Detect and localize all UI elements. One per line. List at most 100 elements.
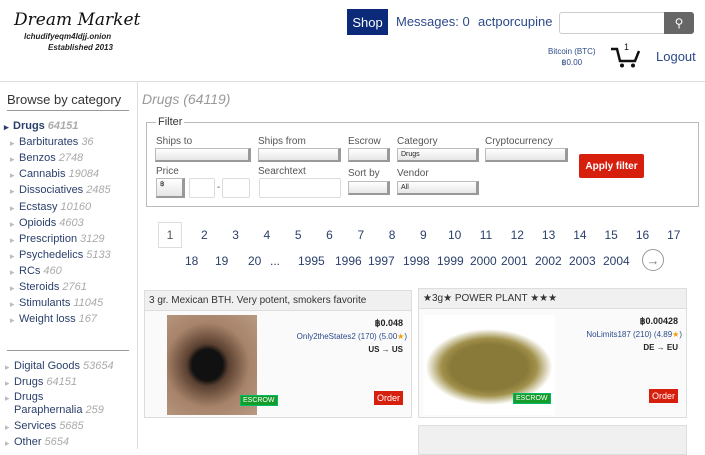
page-link[interactable]: 1998 xyxy=(403,254,430,268)
page-link[interactable]: 1 xyxy=(158,222,182,248)
page-link[interactable]: 1999 xyxy=(437,254,464,268)
vendor-select[interactable]: All xyxy=(397,181,479,195)
order-button[interactable]: Order xyxy=(373,391,403,405)
shop-nav-button[interactable]: Shop xyxy=(347,9,388,35)
listing-title[interactable]: ★3g★ POWER PLANT ★★★ xyxy=(419,289,686,309)
category-select[interactable]: Drugs xyxy=(397,148,479,162)
shipping-route: US → US xyxy=(368,345,403,354)
logout-link[interactable]: Logout xyxy=(656,49,696,64)
category-count: 3129 xyxy=(80,232,105,245)
page-link[interactable]: 2002 xyxy=(535,254,562,268)
page-link[interactable]: 15 xyxy=(604,228,618,242)
page-link[interactable]: 10 xyxy=(448,228,462,242)
sort-by-label: Sort by xyxy=(348,168,380,179)
page-link[interactable]: 2001 xyxy=(501,254,528,268)
listing-title[interactable]: 3 gr. Mexican BTH. Very potent, smokers … xyxy=(145,291,411,311)
page-link[interactable]: 3 xyxy=(232,228,239,242)
category-label: Prescription xyxy=(19,232,78,245)
sidebar-divider-line xyxy=(7,110,129,111)
category-label: Category xyxy=(397,136,438,147)
search-input[interactable] xyxy=(559,12,665,34)
page-link[interactable]: 2 xyxy=(200,228,208,242)
page-link[interactable]: 9 xyxy=(420,228,427,242)
username-link[interactable]: actporcupine xyxy=(478,14,553,29)
category-count: 5654 xyxy=(44,436,69,448)
escrow-badge: ESCROW xyxy=(240,395,278,406)
listing-card[interactable] xyxy=(418,425,687,455)
vendor-link[interactable]: Only2theStates2 (170) (5.00★) xyxy=(296,332,407,341)
page-link[interactable]: 19 xyxy=(215,254,229,268)
listing-card[interactable]: ★3g★ POWER PLANT ★★★ ESCROW ฿0.00428 NoL… xyxy=(418,288,687,418)
page-link[interactable]: 11 xyxy=(479,228,493,242)
page-link[interactable]: 2003 xyxy=(569,254,596,268)
category-label: Drugs xyxy=(13,120,45,132)
page-link[interactable]: 16 xyxy=(635,228,650,242)
page-link[interactable]: 13 xyxy=(541,228,556,242)
page-link[interactable]: 4 xyxy=(263,228,271,242)
page-link[interactable]: 12 xyxy=(510,228,524,242)
cryptocurrency-select[interactable] xyxy=(485,148,568,162)
searchtext-input[interactable] xyxy=(259,178,341,198)
category-label: Steroids xyxy=(19,281,60,293)
filter-panel xyxy=(146,122,699,207)
listing-price: ฿0.00428 xyxy=(639,316,678,326)
page-heading: Drugs (64119) xyxy=(142,91,231,107)
page-link[interactable]: 8 xyxy=(388,228,396,242)
ships-from-select[interactable] xyxy=(258,148,341,162)
price-min-input[interactable] xyxy=(189,178,215,198)
page-link[interactable]: 2000 xyxy=(470,254,497,268)
category-count: 259 xyxy=(85,404,104,416)
page-link[interactable]: 2004 xyxy=(603,254,630,268)
category-count: 2485 xyxy=(86,184,111,197)
page-link[interactable]: 6 xyxy=(326,228,333,242)
page-link[interactable]: 14 xyxy=(573,228,587,242)
cart-icon[interactable] xyxy=(610,46,642,68)
order-button[interactable]: Order xyxy=(648,389,678,403)
search-button[interactable]: ⚲ xyxy=(664,12,694,34)
next-page-button[interactable]: → xyxy=(642,249,664,271)
page-link[interactable]: 5 xyxy=(294,228,302,242)
page-link[interactable]: 1995 xyxy=(298,254,325,268)
sort-by-select[interactable] xyxy=(348,181,390,195)
category-count: 167 xyxy=(78,313,98,326)
escrow-label: Escrow xyxy=(348,136,381,147)
escrow-badge: ESCROW xyxy=(513,393,551,404)
page-link[interactable]: 20 xyxy=(248,254,262,268)
sidebar-title: Browse by category xyxy=(7,92,122,107)
page-link[interactable]: 1997 xyxy=(368,254,395,268)
escrow-select[interactable] xyxy=(348,148,390,162)
ships-to-select[interactable] xyxy=(155,148,251,162)
apply-filter-button[interactable]: Apply filter xyxy=(579,154,644,178)
page-link[interactable]: 7 xyxy=(357,228,365,242)
page-link[interactable]: 1996 xyxy=(335,254,362,268)
price-currency-select[interactable]: ฿ xyxy=(156,178,185,198)
price-max-input[interactable] xyxy=(222,178,250,198)
logo-title[interactable]: Dream Market xyxy=(14,10,141,30)
page-link[interactable]: 18 xyxy=(185,254,199,268)
balance-display: Bitcoin (BTC) ฿0.00 xyxy=(548,46,596,68)
category-count: 4603 xyxy=(59,216,84,229)
vendor-link[interactable]: NoLimits187 (210) (4.89★) xyxy=(586,330,682,339)
listing-card[interactable]: 3 gr. Mexican BTH. Very potent, smokers … xyxy=(144,290,412,418)
logo-onion-address: lchudifyeqm4ldjj.onion xyxy=(24,32,112,41)
messages-link[interactable]: Messages: 0 xyxy=(396,14,470,29)
page-link[interactable]: 17 xyxy=(667,228,681,242)
